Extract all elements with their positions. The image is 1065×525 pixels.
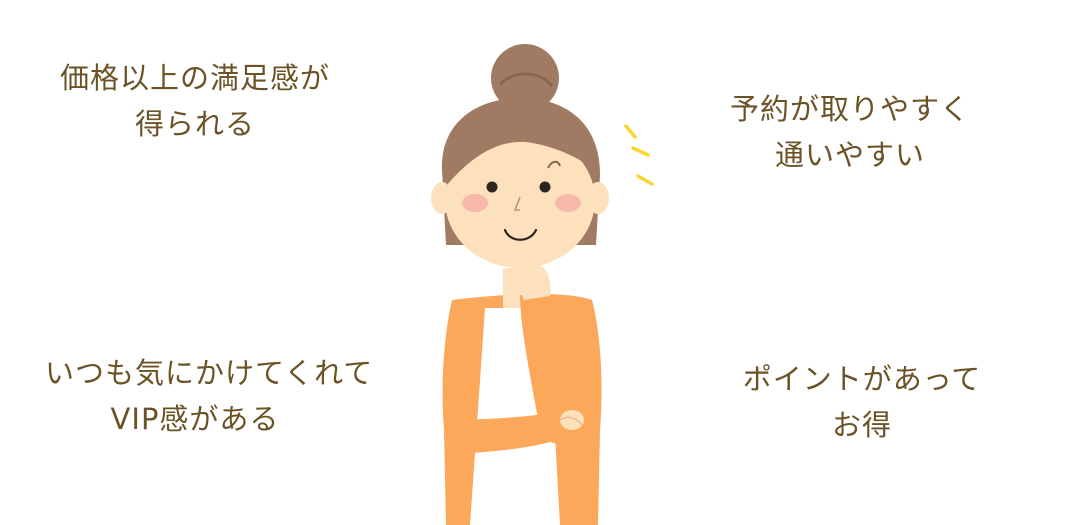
eyebrow-right (547, 160, 561, 169)
hair-bun (491, 44, 559, 112)
arm-raised (520, 295, 578, 444)
eye-right (539, 181, 551, 193)
benefit-booking: 予約が取りやすく 通いやすい (700, 86, 1000, 178)
benefit-points-line1: ポイントがあって (742, 362, 982, 396)
mouth (503, 228, 538, 241)
benefit-booking-line1: 予約が取りやすく (729, 92, 970, 126)
hair-bangs (447, 112, 596, 185)
benefit-satisfaction-line2: 得られる (134, 107, 255, 141)
sparkle-icon (624, 124, 654, 186)
benefit-points: ポイントがあって お得 (712, 356, 1012, 448)
benefit-vip-line1: いつも気にかけてくれて (45, 356, 374, 390)
benefit-vip-line2: VIP感がある (110, 402, 280, 436)
thinking-woman-illustration (431, 44, 654, 525)
cheek-left (462, 194, 488, 212)
nose (513, 196, 521, 211)
arm-folded (446, 409, 579, 455)
benefit-points-line2: お得 (831, 408, 892, 442)
hand-chin (517, 262, 551, 300)
face (445, 132, 595, 268)
benefit-vip: いつも気にかけてくれて VIP感がある (45, 350, 374, 442)
cheek-right (555, 194, 581, 212)
benefit-satisfaction: 価格以上の満足感が 得られる (45, 55, 345, 147)
benefit-booking-line2: 通いやすい (774, 138, 925, 172)
benefit-satisfaction-line1: 価格以上の満足感が (59, 61, 330, 95)
eye-left (486, 181, 498, 193)
hand-elbow (560, 410, 584, 430)
